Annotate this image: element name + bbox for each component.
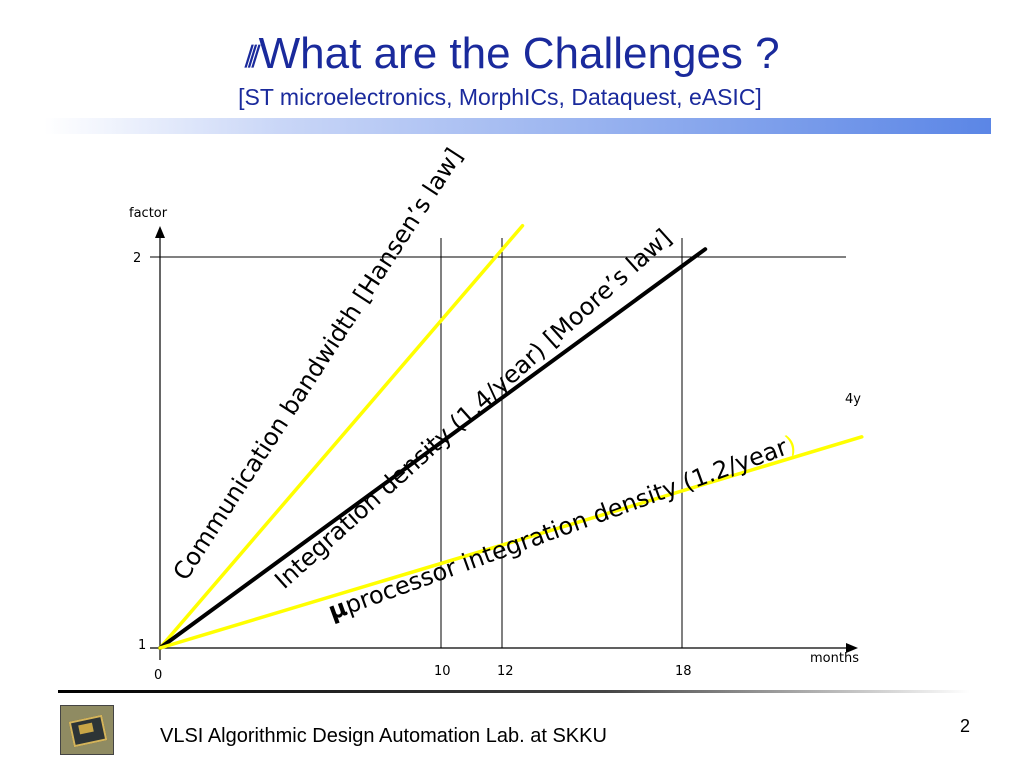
page-number: 2 [960,716,971,736]
series-labels: Communication bandwidth [Hansen’s law] I… [168,143,800,625]
y-tick-label-1: 1 [138,638,146,653]
series-line-2 [158,435,864,650]
growth-chart: factor months 2 1 0 10 12 18 4y Communic… [129,143,864,683]
axes [150,226,858,660]
y-axis-arrow-icon [155,226,165,238]
series-line-1 [158,247,708,650]
x-axis-label: months [810,651,859,666]
x-tick-label-10: 10 [434,664,451,679]
header-gradient-bar [44,118,991,134]
footer-rule [58,690,970,693]
title-text: What are the Challenges ? [258,29,780,78]
label-hansen: Communication bandwidth [Hansen’s law] [168,143,469,585]
series-lines [158,223,864,650]
annotation-4y: 4y [845,392,861,407]
label-moore: Integration density (1.4/year) [Moore’s … [269,223,677,594]
footer-lab-name: VLSI Algorithmic Design Automation Lab. … [160,725,607,747]
x-tick-label-18: 18 [675,664,692,679]
series-line-0 [158,223,525,650]
y-tick-label-2: 2 [133,251,141,266]
slide-title: ∕∕∕What are the Challenges ? [0,28,1024,82]
x-axis-arrow-icon [846,643,858,653]
x-tick-label-12: 12 [497,664,514,679]
y-axis-label: factor [129,206,168,221]
chip-logo-icon [60,705,114,755]
slide-subtitle: [ST microelectronics, MorphICs, Dataques… [238,84,762,110]
x-tick-label-0: 0 [154,668,162,683]
axis-labels: factor months 2 1 0 10 12 18 4y [129,206,861,683]
